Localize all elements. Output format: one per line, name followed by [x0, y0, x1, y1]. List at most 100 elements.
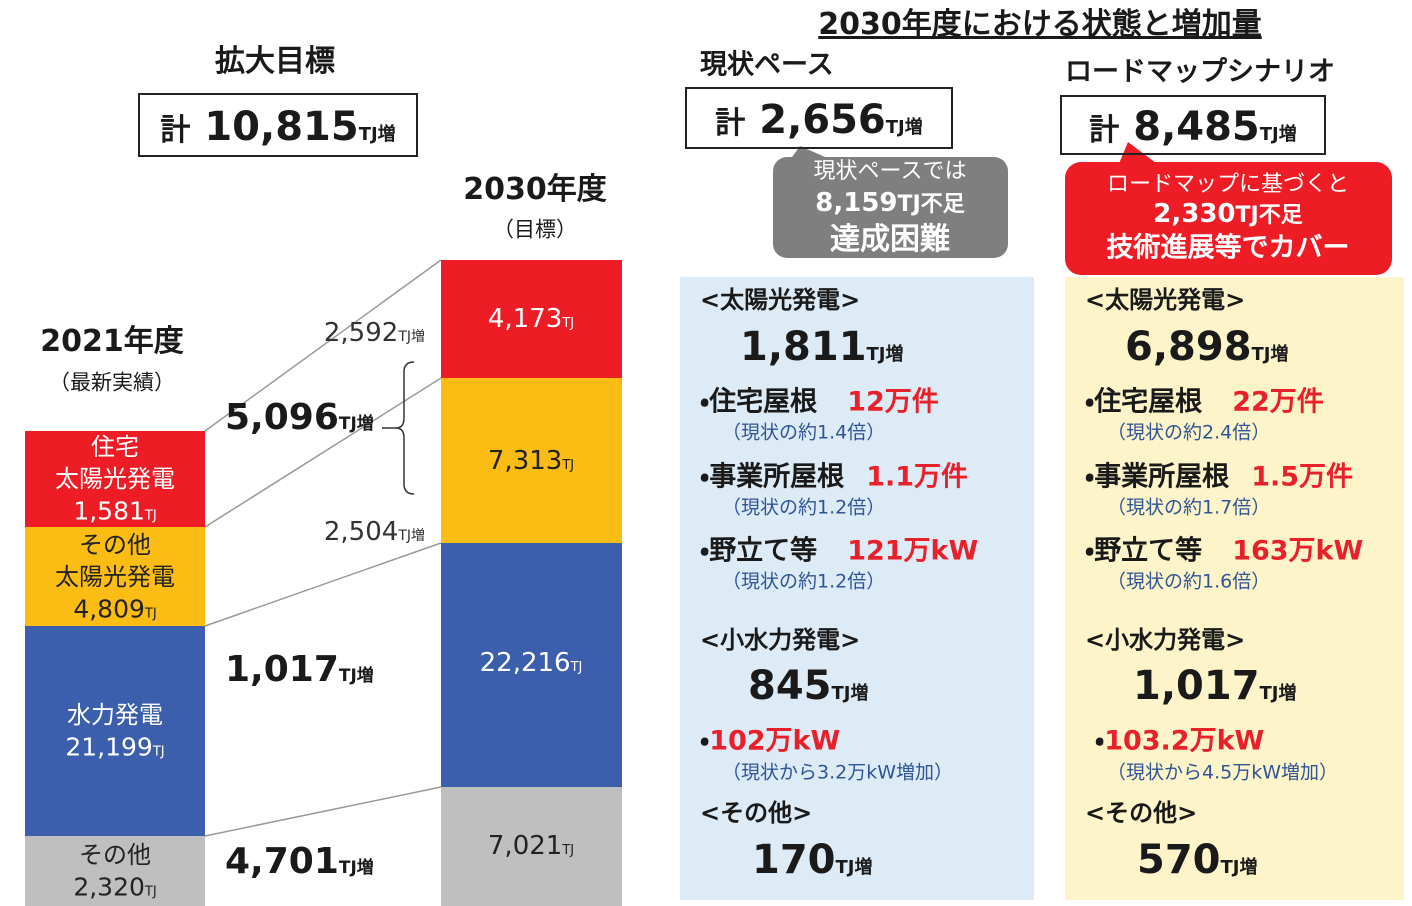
segment-number: 7,313 — [487, 445, 563, 476]
item-label: 事業所屋根 — [709, 461, 845, 493]
callout-text: 達成困難 — [830, 222, 950, 257]
section-number: 1,811 — [740, 324, 867, 370]
text-row: （現状の約2.4倍） — [1107, 423, 1270, 443]
segment-number: 7,021 — [487, 831, 563, 861]
section-heading: <太陽光発電> — [1085, 286, 1246, 314]
text-row: 達成困難 — [830, 225, 950, 255]
text-row: 太陽光発電 — [55, 467, 175, 491]
text-row: （現状の約1.7倍） — [1107, 496, 1271, 519]
item-note: （現状の約1.6倍） — [1107, 570, 1271, 593]
text-row: 6,898TJ増 — [1125, 327, 1289, 367]
title: 拡大目標 — [215, 44, 335, 79]
text-row: 2021年度 — [40, 327, 184, 357]
item-value: 102万kW — [709, 725, 841, 757]
callout — [773, 157, 1008, 258]
segment-unit: TJ — [562, 316, 575, 331]
increment-unit: TJ増 — [398, 329, 425, 345]
bullet: ・ — [700, 386, 710, 418]
callout-text: 現状ペースでは — [813, 159, 967, 184]
text-row: 5,096TJ増 — [225, 400, 374, 436]
increment-unit: TJ増 — [338, 858, 374, 878]
text-row: 2030年度 — [463, 175, 607, 205]
bullet: ・ — [1085, 535, 1095, 567]
item-note: （現状の約1.7倍） — [1107, 496, 1271, 519]
text-row: 4,701TJ増 — [225, 844, 374, 880]
section-unit: TJ増 — [831, 683, 869, 704]
segment-unit: TJ — [570, 660, 583, 675]
section-unit: TJ増 — [1220, 857, 1258, 878]
segment-unit: TJ — [144, 508, 157, 524]
total-unit: TJ増 — [885, 117, 923, 138]
text-row: <小水力発電> — [700, 628, 860, 652]
text-row: 8,159TJ不足 — [815, 190, 964, 216]
segment-label: その他 — [79, 530, 151, 559]
text-row: ・103.2万kW — [1095, 728, 1264, 755]
item-note: （現状の約1.4倍） — [722, 421, 886, 444]
brace — [395, 361, 415, 495]
callout-pointer — [790, 146, 832, 160]
segment-number: 22,216 — [479, 648, 571, 678]
segment-number: 4,809 — [73, 594, 145, 623]
text-row: 21,199TJ — [65, 735, 164, 760]
text-row: （現状の約1.6倍） — [1107, 570, 1271, 593]
callout-text: ロードマップに基づくと — [1106, 172, 1350, 197]
text-row: 住宅 — [91, 435, 139, 459]
segment-number: 1,581 — [73, 496, 145, 526]
year-note: （最新実績） — [49, 370, 175, 395]
bar-segment — [25, 431, 205, 527]
section-unit: TJ増 — [866, 344, 904, 365]
text-row: その他 — [79, 843, 151, 867]
text-row: 1,017TJ増 — [1133, 666, 1297, 706]
bar-segment — [25, 836, 205, 906]
text-row: 2,504TJ増 — [324, 519, 425, 545]
text-row: <その他> — [1085, 801, 1197, 825]
bar-segment — [441, 260, 622, 378]
text-row: （現状から3.2万kW増加） — [722, 763, 953, 783]
connector-line — [204, 259, 442, 432]
text-row: 845TJ増 — [748, 666, 868, 706]
total-prefix: 計 — [715, 106, 746, 141]
text-row: ・事業所屋根 1.1万件 — [700, 464, 968, 491]
section-unit: TJ増 — [835, 857, 873, 878]
segment-label: 太陽光発電 — [55, 562, 175, 591]
callout-unit: TJ不足 — [897, 192, 965, 217]
text-row: 拡大目標 — [215, 47, 335, 77]
increment-number: 2,592 — [323, 318, 399, 348]
increment-unit: TJ増 — [338, 414, 374, 434]
item-value: 12万件 — [847, 386, 939, 418]
increment-number: 4,701 — [225, 841, 339, 882]
text-row: 7,021TJ — [488, 833, 574, 859]
increment-unit: TJ増 — [398, 528, 425, 544]
text-row: 計 10,815TJ増 — [160, 107, 395, 147]
text-row: その他 — [79, 533, 151, 557]
text-row: 7,313TJ — [488, 448, 574, 474]
scenario-title: 現状ペース — [700, 49, 834, 81]
segment-unit: TJ — [144, 606, 157, 621]
text-row: ・住宅屋根 12万件 — [700, 389, 939, 416]
text-row: ・住宅屋根 22万件 — [1085, 389, 1324, 416]
text-row: 2,592TJ増 — [324, 320, 425, 346]
callout-number: 2,330 — [1153, 199, 1236, 229]
text-row: 1,811TJ増 — [740, 327, 904, 367]
item-label: 住宅屋根 — [1094, 386, 1203, 418]
section-heading: <小水力発電> — [700, 626, 861, 654]
item-value: 103.2万kW — [1104, 725, 1265, 757]
text-row: 22,216TJ — [480, 650, 583, 676]
text-row: 1,581TJ — [73, 499, 156, 524]
segment-label: 太陽光発電 — [55, 465, 175, 493]
text-row: ・事業所屋根 1.5万件 — [1085, 464, 1353, 491]
callout — [1065, 162, 1392, 275]
text-row: 4,809TJ — [73, 596, 156, 621]
text-row: 計 8,485TJ増 — [1089, 107, 1297, 147]
text-row: （現状の約1.2倍） — [722, 496, 886, 519]
segment-number: 21,199 — [65, 732, 153, 762]
item-note: （現状の約1.2倍） — [722, 496, 886, 519]
text-row: （現状の約1.4倍） — [722, 421, 886, 444]
text-row: （最新実績） — [49, 370, 175, 395]
section-heading: <その他> — [1085, 799, 1198, 827]
text-row: 570TJ増 — [1137, 840, 1257, 880]
connector-line — [204, 542, 442, 627]
callout-unit: TJ不足 — [1235, 203, 1303, 228]
total-number: 2,656 — [759, 97, 886, 143]
